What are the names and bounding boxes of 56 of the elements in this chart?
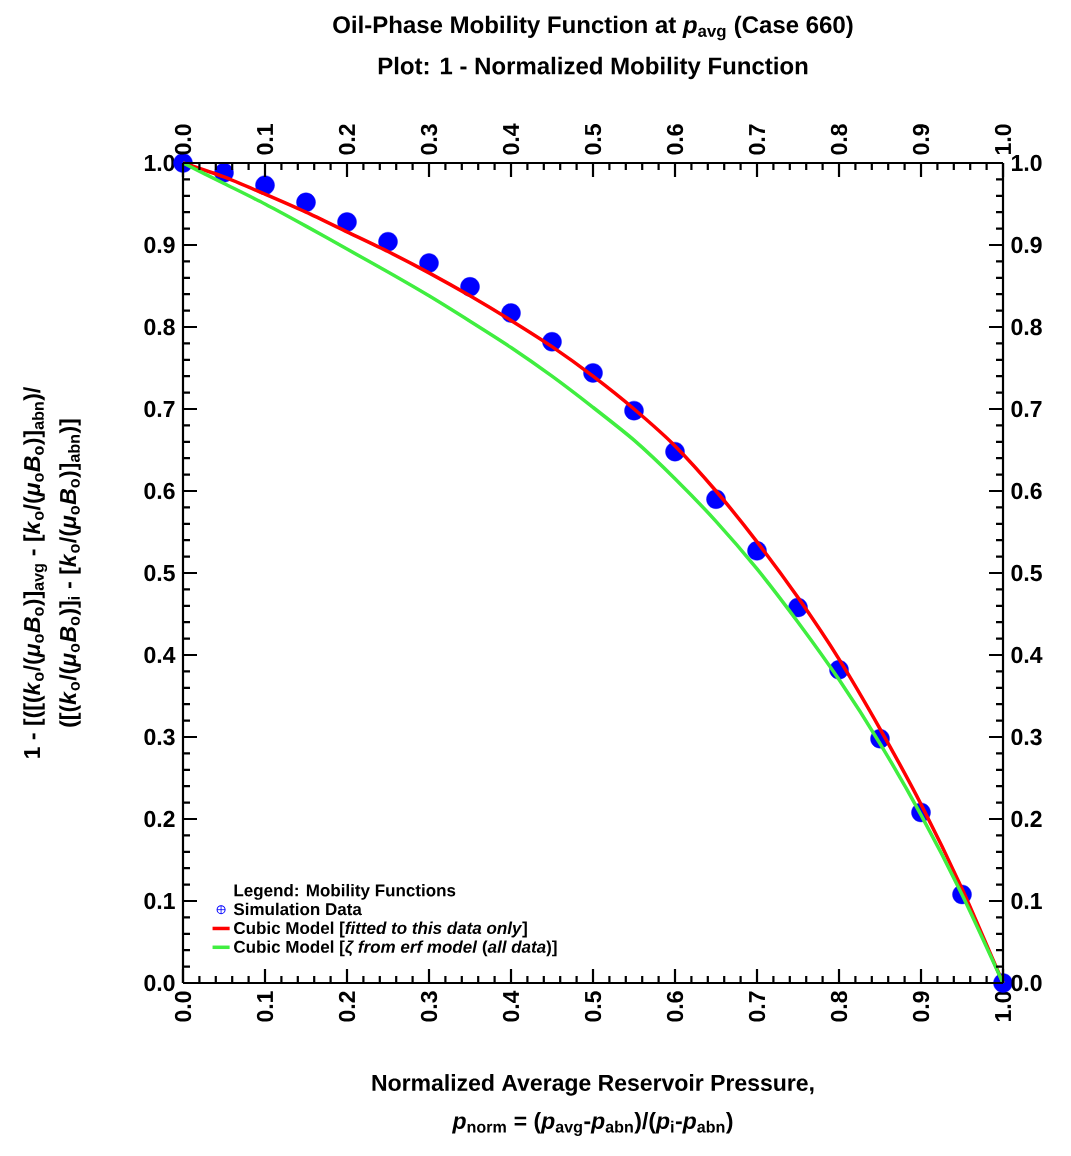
x2-tick-label: 0.6	[666, 124, 684, 155]
y2-tick-label: 1.0	[1011, 154, 1042, 172]
y-tick-label: 0.0	[144, 974, 175, 992]
y-tick-label: 0.2	[144, 810, 175, 828]
x-tick-label: 0.1	[256, 991, 274, 1022]
legend-label: Cubic Model [fitted to this data only]	[234, 921, 527, 938]
y2-tick-label: 0.5	[1011, 564, 1042, 582]
point	[460, 277, 480, 297]
x2-tick-label: 1.0	[994, 124, 1012, 155]
y2-tick-label: 0.2	[1011, 810, 1042, 828]
text: Normalized Average Reservoir Pressure,	[372, 1074, 814, 1096]
y2-tick-label: 0.9	[1011, 236, 1042, 254]
y2-tick-label: 0.4	[1011, 646, 1043, 664]
x-tick-label: 0.2	[338, 991, 356, 1022]
point	[378, 232, 398, 252]
y-tick-label: 0.8	[144, 318, 175, 336]
x2-tick-label: 0.7	[748, 124, 766, 155]
chart-subtitle: Plot: 1 - Normalized Mobility Function	[378, 56, 808, 80]
x2-tick-label: 0.5	[584, 124, 602, 155]
x2-tick-label: 0.1	[256, 124, 274, 155]
y2-tick-label: 0.8	[1011, 318, 1042, 336]
x-tick-label: 1.0	[994, 991, 1012, 1022]
legend-label: Simulation Data	[233, 902, 362, 916]
x2-tick-label: 0.9	[912, 124, 930, 155]
y2-tick-label: 0.0	[1011, 974, 1042, 992]
x-tick-label: 0.5	[584, 991, 602, 1022]
y-tick-label: 0.5	[144, 564, 175, 582]
text: p$_{norm}$ = (p$_{avg}$-p$_{abn}$)/(p$_{i}$-p$_{abn}$)	[452, 1112, 733, 1136]
x2-tick-label: 0.4	[502, 123, 520, 155]
y-tick-label: 1.0	[144, 154, 175, 172]
x-tick-label: 0.4	[502, 990, 520, 1022]
x2-tick-label: 0.8	[830, 124, 848, 155]
y-tick-label: 0.4	[144, 646, 176, 664]
x-tick-label: 0.6	[666, 991, 684, 1022]
y-tick-label: 0.1	[144, 892, 175, 910]
point	[296, 192, 316, 213]
chart-title: Oil-Phase Mobility Function at p$_{avg}$ (Case 660)	[333, 15, 853, 41]
text: 1 - [([(k$_{o}$/(μ$_{o}$B$_{o}$)]$_{avg}$ - [k$_{o}$/(μ$_{o}$B$_{o}$)]$_{abn}$)/	[23, 386, 48, 758]
legend-title: Legend: Mobility Functions	[234, 883, 456, 900]
y2-tick-label: 0.3	[1011, 728, 1042, 746]
x2-tick-label: 0.2	[338, 124, 356, 155]
y2-tick-label: 0.1	[1011, 892, 1042, 910]
x-tick-label: 0.9	[912, 991, 930, 1022]
point	[419, 253, 439, 273]
x2-tick-label: 0.3	[420, 124, 438, 155]
legend-label: Cubic Model [ζ from erf model (all data)]	[234, 940, 557, 957]
x-tick-label: 0.8	[830, 991, 848, 1022]
y-tick-label: 0.9	[144, 236, 175, 254]
y-tick-label: 0.3	[144, 728, 175, 746]
x-tick-label: 0.3	[420, 991, 438, 1022]
y-tick-label: 0.6	[144, 482, 175, 500]
y2-tick-label: 0.6	[1011, 482, 1042, 500]
y2-tick-label: 0.7	[1011, 400, 1042, 418]
point	[337, 212, 357, 232]
x-tick-label: 0.7	[748, 991, 766, 1022]
y-tick-label: 0.7	[144, 400, 175, 418]
